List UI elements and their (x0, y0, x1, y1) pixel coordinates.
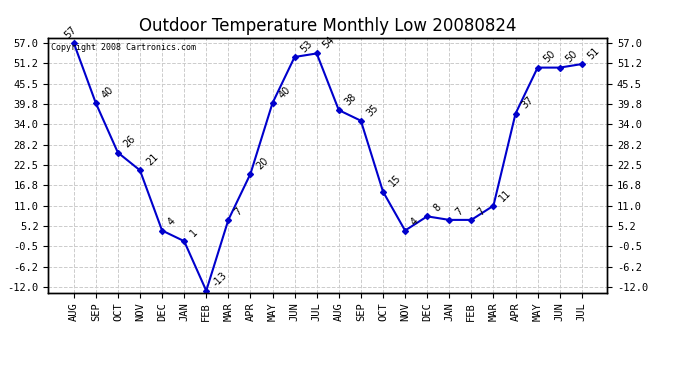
Text: 50: 50 (564, 49, 580, 65)
Text: Copyright 2008 Cartronics.com: Copyright 2008 Cartronics.com (51, 43, 196, 52)
Text: 54: 54 (321, 35, 337, 51)
Text: 38: 38 (343, 92, 359, 107)
Text: 11: 11 (497, 187, 513, 203)
Text: 57: 57 (63, 24, 79, 40)
Text: 4: 4 (409, 216, 421, 228)
Text: 37: 37 (520, 95, 535, 111)
Text: 50: 50 (542, 49, 558, 65)
Text: 35: 35 (365, 102, 381, 118)
Text: 7: 7 (453, 206, 465, 217)
Text: 40: 40 (100, 84, 116, 100)
Text: 26: 26 (122, 134, 138, 150)
Text: 7: 7 (475, 206, 487, 217)
Text: 40: 40 (277, 84, 293, 100)
Text: 53: 53 (299, 38, 315, 54)
Text: 51: 51 (586, 45, 602, 61)
Text: 20: 20 (255, 155, 270, 171)
Text: 15: 15 (387, 173, 403, 189)
Text: 1: 1 (188, 227, 199, 238)
Text: -13: -13 (210, 270, 228, 288)
Text: 7: 7 (233, 206, 244, 217)
Text: 8: 8 (431, 202, 443, 214)
Text: 21: 21 (144, 152, 160, 168)
Text: 4: 4 (166, 216, 177, 228)
Title: Outdoor Temperature Monthly Low 20080824: Outdoor Temperature Monthly Low 20080824 (139, 16, 517, 34)
